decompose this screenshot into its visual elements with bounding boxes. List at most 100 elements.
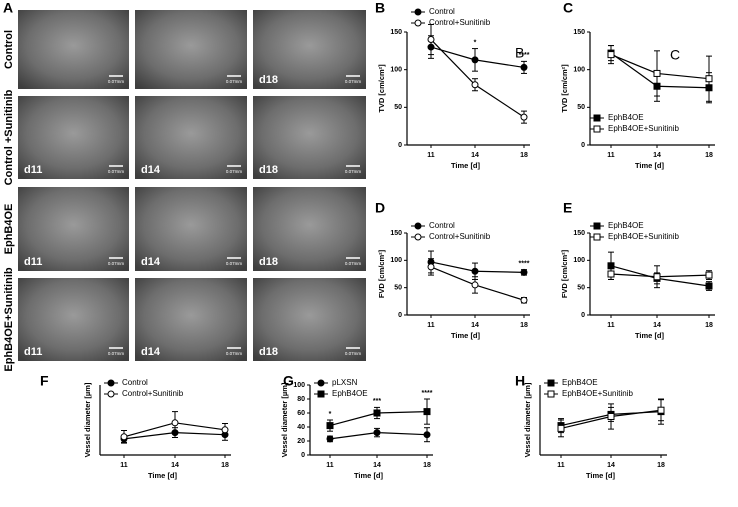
- day-label: d18: [259, 256, 278, 268]
- y-axis-label: FVD [cm/cm²]: [560, 249, 569, 298]
- micrograph: [18, 187, 129, 271]
- micrograph: [18, 96, 129, 179]
- panel-letter: G: [283, 373, 294, 389]
- y-tick-label: 100: [390, 67, 402, 74]
- y-axis-label: TVD [cm/cm²]: [560, 64, 569, 113]
- legend-label: Control: [429, 221, 455, 230]
- marker: [547, 390, 555, 398]
- y-axis-label: Vessel diameter [µm]: [523, 382, 532, 457]
- legend-label: EphB4OE: [608, 113, 644, 122]
- panel-letter: C: [563, 0, 573, 16]
- marker: [414, 222, 422, 230]
- marker: [373, 429, 381, 437]
- marker: [423, 431, 431, 439]
- marker: [373, 409, 381, 417]
- marker: [593, 125, 601, 133]
- day-label: d18: [259, 164, 278, 176]
- x-tick-label: 14: [373, 462, 381, 469]
- row-label: EphB4OE: [3, 204, 15, 255]
- x-tick-label: 11: [607, 152, 615, 159]
- marker: [705, 271, 713, 279]
- marker: [427, 36, 435, 44]
- x-tick-label: 18: [221, 462, 229, 469]
- marker: [705, 282, 713, 290]
- marker: [520, 63, 528, 71]
- marker: [317, 379, 325, 387]
- x-tick-label: 11: [607, 322, 615, 329]
- marker: [423, 408, 431, 416]
- day-label: d14: [141, 256, 161, 268]
- annotation: C: [670, 47, 680, 63]
- day-label: d11: [24, 164, 42, 176]
- day-label: d11: [24, 256, 42, 268]
- marker: [557, 424, 565, 432]
- marker: [657, 406, 665, 414]
- marker: [653, 69, 661, 77]
- y-tick-label: 20: [297, 438, 305, 445]
- annotation: B: [515, 45, 524, 61]
- y-tick-label: 0: [398, 312, 402, 319]
- marker: [520, 113, 528, 121]
- legend-label: EphB4OE+Sunitinib: [608, 232, 679, 241]
- micrograph: [253, 187, 366, 271]
- scale-label: 0.07mm: [108, 261, 125, 266]
- y-tick-label: 100: [573, 257, 585, 264]
- scale-label: 0.07mm: [226, 351, 243, 356]
- x-axis-label: Time [d]: [451, 331, 481, 340]
- significance: ***: [373, 398, 381, 405]
- marker: [705, 75, 713, 83]
- y-tick-label: 50: [394, 104, 402, 111]
- y-tick-label: 50: [577, 104, 585, 111]
- y-tick-label: 60: [297, 410, 305, 417]
- x-tick-label: 14: [607, 462, 615, 469]
- y-tick-label: 80: [297, 396, 305, 403]
- y-tick-label: 150: [573, 29, 585, 36]
- y-axis-label: Vessel diameter [µm]: [280, 382, 289, 457]
- marker: [317, 390, 325, 398]
- marker: [593, 222, 601, 230]
- legend-label: Control+Sunitinib: [429, 18, 491, 27]
- marker: [593, 114, 601, 122]
- x-tick-label: 18: [705, 322, 713, 329]
- marker: [471, 267, 479, 275]
- y-tick-label: 150: [390, 29, 402, 36]
- legend-label: Control+Sunitinib: [122, 389, 184, 398]
- significance: ****: [422, 390, 433, 397]
- marker: [221, 426, 229, 434]
- scale-label: 0.07mm: [345, 261, 362, 266]
- y-tick-label: 150: [390, 230, 402, 237]
- x-axis-label: Time [d]: [635, 161, 665, 170]
- marker: [427, 263, 435, 271]
- marker: [471, 281, 479, 289]
- x-tick-label: 18: [520, 152, 528, 159]
- y-axis-label: TVD [cm/cm²]: [377, 64, 386, 113]
- x-tick-label: 11: [120, 462, 128, 469]
- significance: *: [329, 411, 332, 418]
- scale-label: 0.07mm: [108, 169, 125, 174]
- y-tick-label: 50: [394, 285, 402, 292]
- micrograph: [135, 187, 247, 271]
- panel-letter: A: [3, 0, 13, 16]
- marker: [520, 296, 528, 304]
- x-tick-label: 11: [326, 462, 334, 469]
- legend-label: pLXSN: [332, 378, 358, 387]
- x-tick-label: 18: [520, 322, 528, 329]
- y-tick-label: 150: [573, 230, 585, 237]
- scale-label: 0.07mm: [226, 169, 243, 174]
- marker: [107, 379, 115, 387]
- x-tick-label: 11: [427, 152, 435, 159]
- x-tick-label: 18: [423, 462, 431, 469]
- scale-label: 0.07mm: [108, 79, 125, 84]
- marker: [520, 268, 528, 276]
- y-tick-label: 100: [390, 257, 402, 264]
- micrograph: [18, 278, 129, 361]
- x-tick-label: 18: [705, 152, 713, 159]
- y-axis-label: FVD [cm/cm²]: [377, 249, 386, 298]
- marker: [607, 413, 615, 420]
- marker: [326, 422, 334, 430]
- y-tick-label: 50: [577, 285, 585, 292]
- day-label: d18: [259, 346, 278, 358]
- micrograph: [18, 10, 129, 89]
- scale-label: 0.07mm: [226, 79, 243, 84]
- significance: *: [474, 39, 477, 46]
